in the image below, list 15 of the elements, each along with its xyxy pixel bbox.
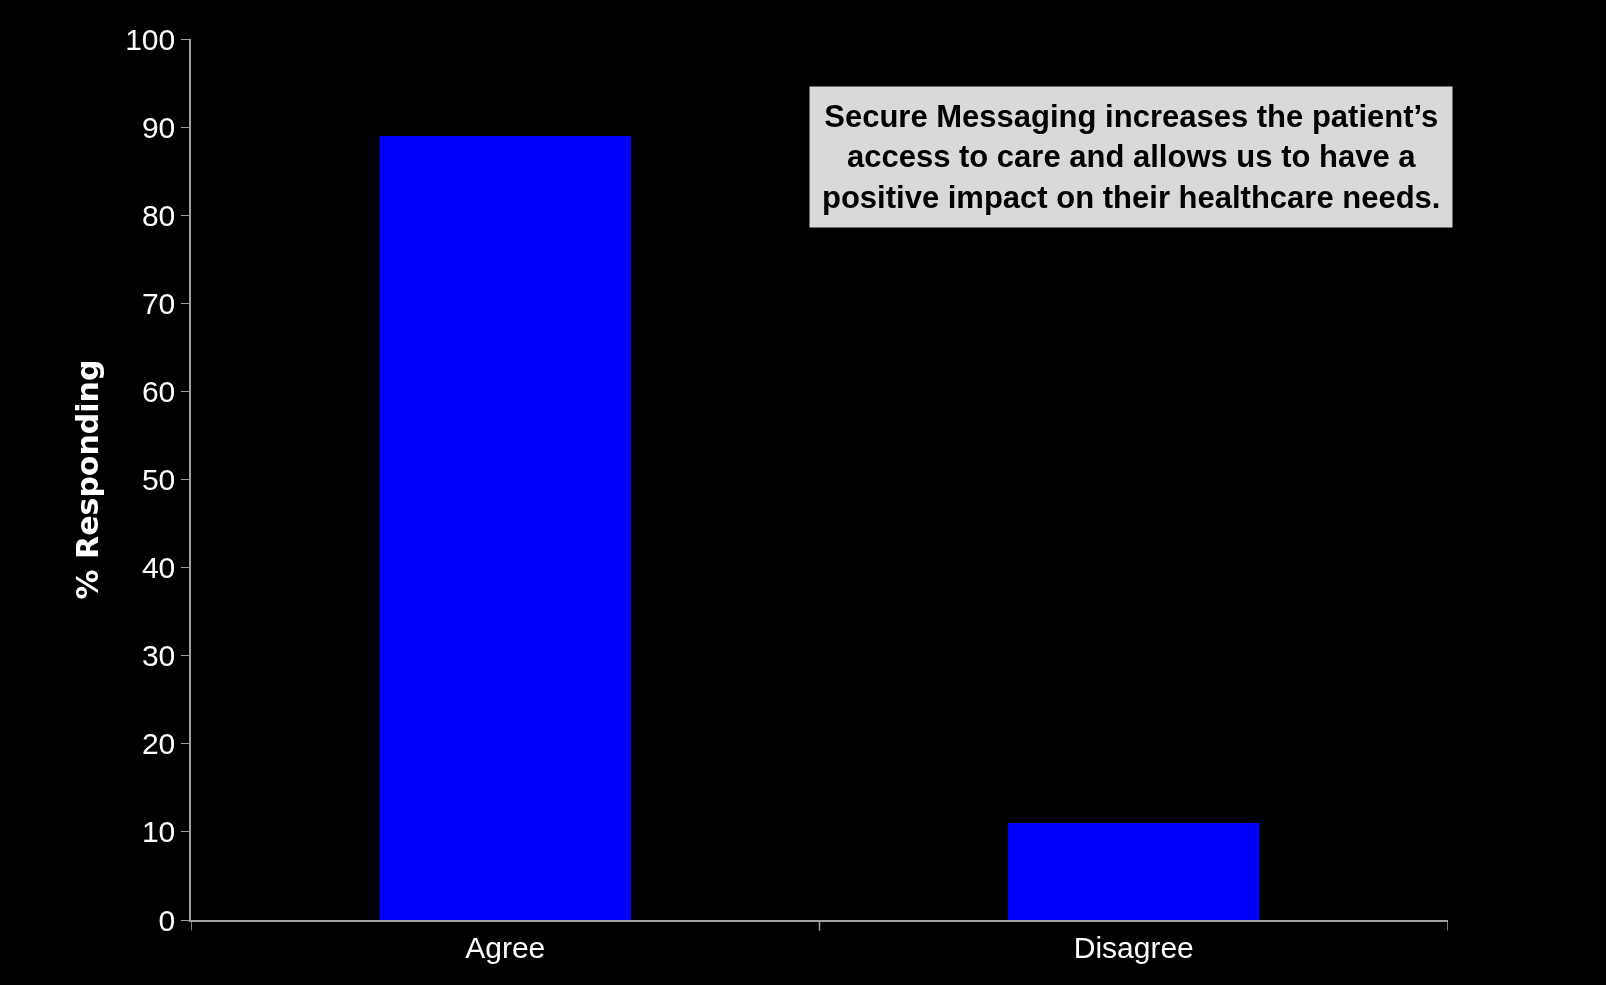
y-axis-title: % Responding [69, 359, 105, 600]
y-tick-label: 40 [141, 551, 176, 585]
y-tick-label: 20 [141, 727, 176, 761]
y-tick-label: 80 [141, 198, 176, 232]
y-tick-label: 100 [125, 22, 176, 56]
y-tick-label: 30 [141, 639, 176, 673]
y-tick-label: 70 [141, 286, 176, 320]
x-tick-label: Agree [465, 930, 546, 964]
y-tick-label: 50 [141, 463, 176, 496]
y-tick-label: 90 [141, 110, 176, 144]
y-tick-label: 0 [158, 903, 176, 937]
y-tick-label: 10 [141, 815, 176, 849]
x-tick-label: Disagree [1073, 930, 1194, 964]
annotation: Secure Messaging increases the patient’s access to care and allows us to have a positive impact on their healthcare needs. [822, 99, 1441, 215]
y-tick-label: 60 [141, 374, 176, 408]
